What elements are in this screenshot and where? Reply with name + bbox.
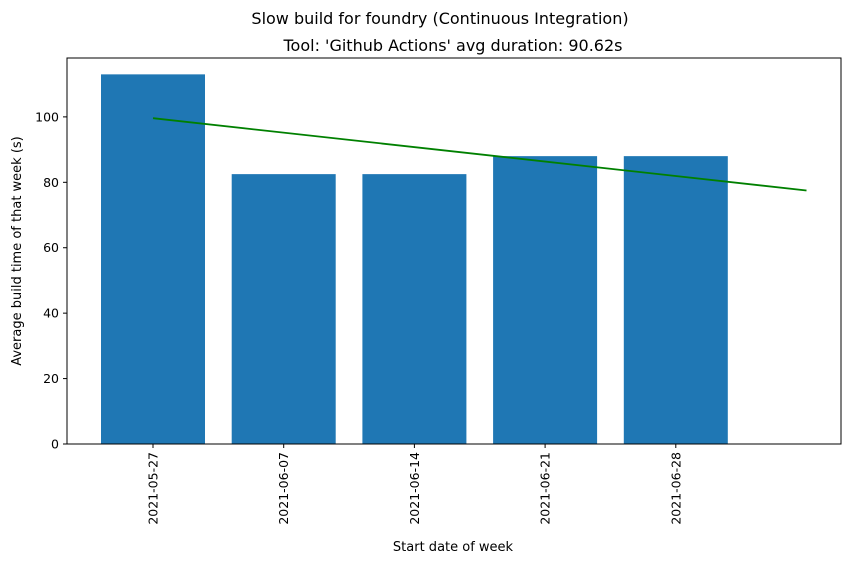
y-axis-label: Average build time of that week (s) [10,136,25,366]
x-tick-label: 2021-05-27 [146,452,161,525]
bar-2021-06-14 [362,174,467,444]
x-tick-label: 2021-06-14 [407,452,422,525]
plot-area-frame [66,57,842,445]
x-tick-label: 2021-06-21 [538,452,553,525]
bar-2021-06-21 [493,156,598,444]
y-tick-label: 0 [51,437,59,452]
y-tick-label: 100 [35,109,59,124]
y-tick-label: 60 [43,240,59,255]
bar-2021-05-27 [101,74,205,445]
x-tick-label: 2021-06-07 [276,452,291,525]
x-axis: 2021-05-27 2021-06-07 2021-06-14 2021-06-21… [146,444,683,525]
chart-subtitle: Tool: 'Github Actions' avg duration: 90.… [283,36,623,55]
y-tick-label: 20 [43,371,59,386]
bar-2021-06-07 [231,174,336,444]
trend-line [152,117,807,192]
bar-2021-06-28 [623,156,728,444]
x-axis-label: Start date of week [393,540,514,555]
chart-title: Slow build for foundry (Continuous Integ… [251,9,628,28]
x-tick-label: 2021-06-28 [668,452,683,525]
y-axis: 0 20 40 60 80 100 [35,109,67,452]
y-tick-label: 40 [43,306,59,321]
trend-layer [152,117,807,192]
y-tick-label: 80 [43,175,59,190]
bars-layer [101,74,728,445]
